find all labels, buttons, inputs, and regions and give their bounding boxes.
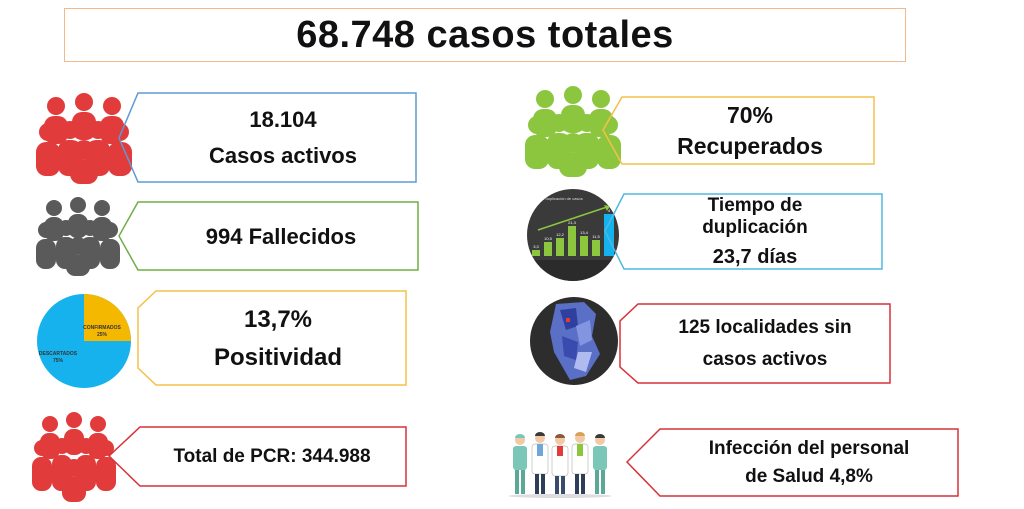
- deaths-card: 994 Fallecidos: [118, 201, 420, 272]
- doubling-time-value: 23,7 días: [712, 246, 798, 268]
- thumb-bar: [544, 242, 552, 256]
- people-group-gray-icon: [36, 197, 120, 276]
- pie-label-descartados: DESCARTADOS: [39, 351, 78, 357]
- doubling-time-label-2: duplicación: [702, 217, 808, 238]
- total-cases-title: 68.748 casos totales: [296, 13, 674, 56]
- recovered-value: 70%: [726, 102, 774, 128]
- thumb-bar: [580, 236, 588, 256]
- map-thumbnail: [530, 297, 618, 385]
- card-outline: [625, 428, 959, 497]
- thumb-bar: [592, 240, 600, 256]
- thumb-bar-label: 10,5: [544, 236, 553, 241]
- localities-line-2: casos activos: [702, 349, 828, 370]
- people-group-green-icon: [525, 86, 621, 177]
- people-group-red-icon: [36, 93, 132, 184]
- positivity-value: 13,7%: [243, 305, 313, 333]
- active-cases-card: 18.104 Casos activos: [118, 92, 418, 184]
- health-workers-icon: [508, 432, 612, 498]
- thumb-bar: [556, 238, 564, 256]
- active-cases-label: Casos activos: [209, 143, 357, 168]
- recovered-label: Recuperados: [677, 133, 823, 159]
- thumb-chart-title: de duplicación de casos: [540, 196, 583, 201]
- duplication-chart-thumbnail: de duplicación de casos 3,3 10,5 12,2 21…: [527, 189, 619, 281]
- localities-line-1: 125 localidades sin: [678, 317, 852, 338]
- card-outline: [619, 303, 891, 384]
- thumb-bar-label: 3,3: [533, 244, 539, 249]
- thumb-bar-label: 11,5: [592, 234, 600, 239]
- doubling-time-card: Tiempo de duplicación 23,7 días: [604, 193, 884, 271]
- thumb-bar-label: 12,2: [556, 232, 565, 237]
- trend-arrow: [537, 205, 611, 231]
- card-outline: [137, 290, 407, 386]
- trend-arrow-head: [604, 205, 610, 211]
- thumb-bar-label: 4: [608, 208, 611, 213]
- health-staff-line-1: Infección del personal: [708, 438, 910, 459]
- pcr-total-value: Total de PCR: 344.988: [173, 446, 371, 467]
- thumb-bar: [568, 226, 576, 256]
- pcr-total-card: Total de PCR: 344.988: [107, 426, 408, 488]
- positivity-pie-chart: CONFIRMADOS 25% DESCARTADOS 75%: [37, 294, 131, 388]
- active-cases-value: 18.104: [249, 107, 317, 132]
- thumb-bar-label: 13,4: [580, 230, 589, 235]
- thumb-bar: [532, 250, 540, 256]
- pie-label-confirmados: CONFIRMADOS: [83, 325, 121, 331]
- thumb-bar-label: 21,3: [568, 220, 577, 225]
- people-group-red-icon: [32, 412, 116, 502]
- card-outline: [107, 426, 407, 487]
- deaths-value: 994 Fallecidos: [205, 223, 357, 249]
- card-outline: [602, 96, 875, 165]
- card-outline: [118, 92, 417, 183]
- localities-card: 125 localidades sin casos activos: [600, 303, 892, 385]
- pie-slice-confirmados: [84, 294, 131, 341]
- card-outline: [118, 201, 419, 271]
- doubling-time-label-1: Tiempo de: [707, 195, 803, 216]
- health-staff-line-2: de Salud 4,8%: [745, 466, 873, 487]
- positivity-card: 13,7% Positividad: [118, 290, 408, 387]
- recovered-card: 70% Recuperados: [602, 96, 876, 166]
- card-outline: [604, 193, 883, 270]
- health-staff-infection-card: Infección del personal de Salud 4,8%: [625, 428, 960, 498]
- positivity-label: Positividad: [213, 343, 343, 371]
- pie-value-confirmados: 25%: [97, 332, 108, 338]
- thumb-bar: [604, 214, 614, 256]
- total-cases-banner: 68.748 casos totales: [64, 8, 906, 62]
- pie-value-descartados: 75%: [53, 358, 64, 364]
